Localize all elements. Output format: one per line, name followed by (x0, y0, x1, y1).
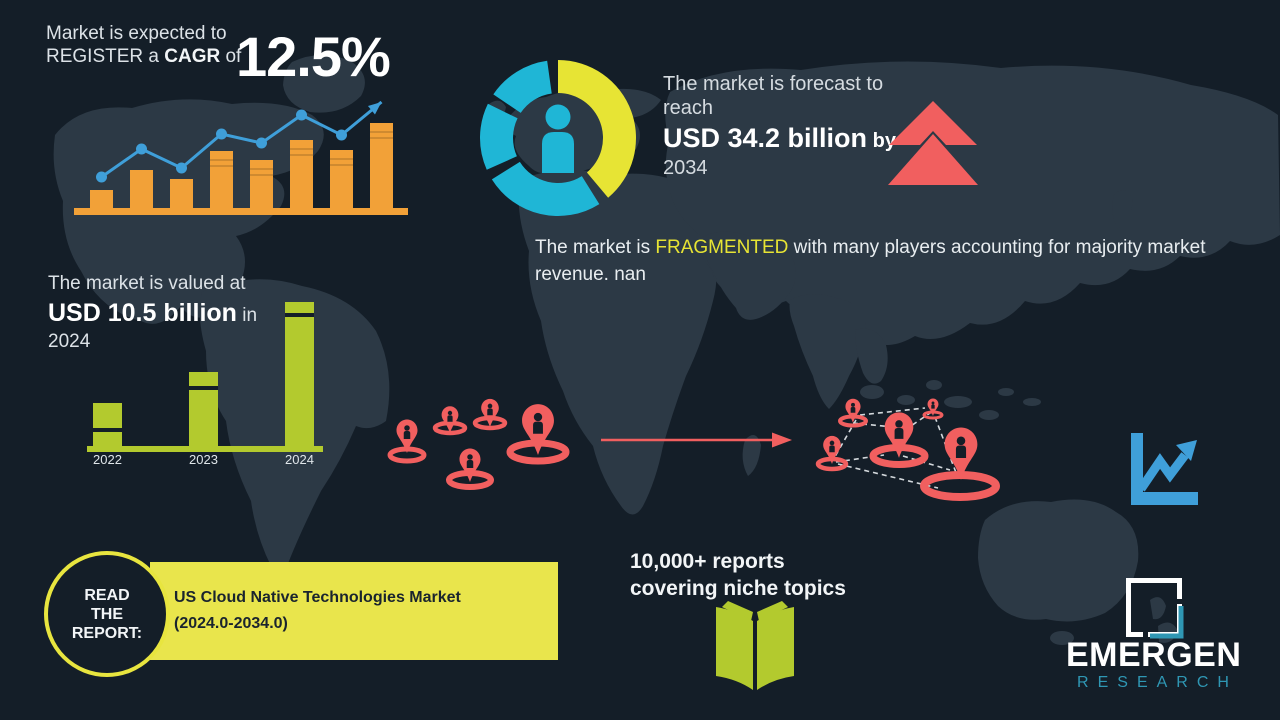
forecast-year: 2034 (663, 157, 708, 179)
cagr-headline: Market is expected to REGISTER a CAGR of (46, 22, 241, 68)
person-icon (545, 104, 571, 130)
cagr-line1: Market is expected to (46, 23, 227, 44)
report-title[interactable]: US Cloud Native Technologies Market (202… (174, 589, 461, 632)
badge-line2: THE (90, 605, 123, 623)
year-label: 2022 (93, 452, 122, 467)
growth-bar-line-chart (74, 100, 408, 215)
fragmented-statement: The market is FRAGMENTED with many playe… (535, 237, 1206, 285)
report-banner[interactable]: US Cloud Native Technologies Market (202… (150, 562, 558, 660)
fragmented-highlight: FRAGMENTED (655, 237, 789, 258)
valuation-text: The market is valued at USD 10.5 billion… (48, 273, 258, 352)
forecast-text: The market is forecast to reach USD 34.2… (663, 73, 896, 179)
market-value-bar-chart: 2022 2023 2024 (87, 302, 323, 467)
forecast-line2: reach (663, 97, 714, 119)
forecast-value: USD 34.2 billion (663, 123, 868, 153)
logo-subtitle: RESEARCH (1077, 674, 1238, 691)
reports-counter-line1: 10,000+ reports (630, 550, 785, 573)
badge-line1: READ (84, 586, 130, 604)
read-report-badge[interactable]: READ THE REPORT: (44, 551, 170, 677)
donut-chart (480, 60, 636, 216)
reports-counter-line2: covering niche topics (630, 577, 846, 600)
year-label: 2023 (189, 452, 218, 467)
cagr-line2: REGISTER a CAGR of (46, 46, 242, 67)
forecast-line1: The market is forecast to (663, 73, 884, 95)
badge-line3: REPORT: (71, 624, 143, 642)
valuation-value: USD 10.5 billion (48, 299, 237, 327)
reports-counter: 10,000+ reports covering niche topics (630, 548, 846, 602)
logo-name[interactable]: EMERGEN (1066, 636, 1242, 674)
year-label: 2024 (285, 452, 314, 467)
valuation-line1: The market is valued at (48, 273, 246, 294)
cagr-value: 12.5% (236, 25, 391, 88)
valuation-year: 2024 (48, 331, 91, 352)
